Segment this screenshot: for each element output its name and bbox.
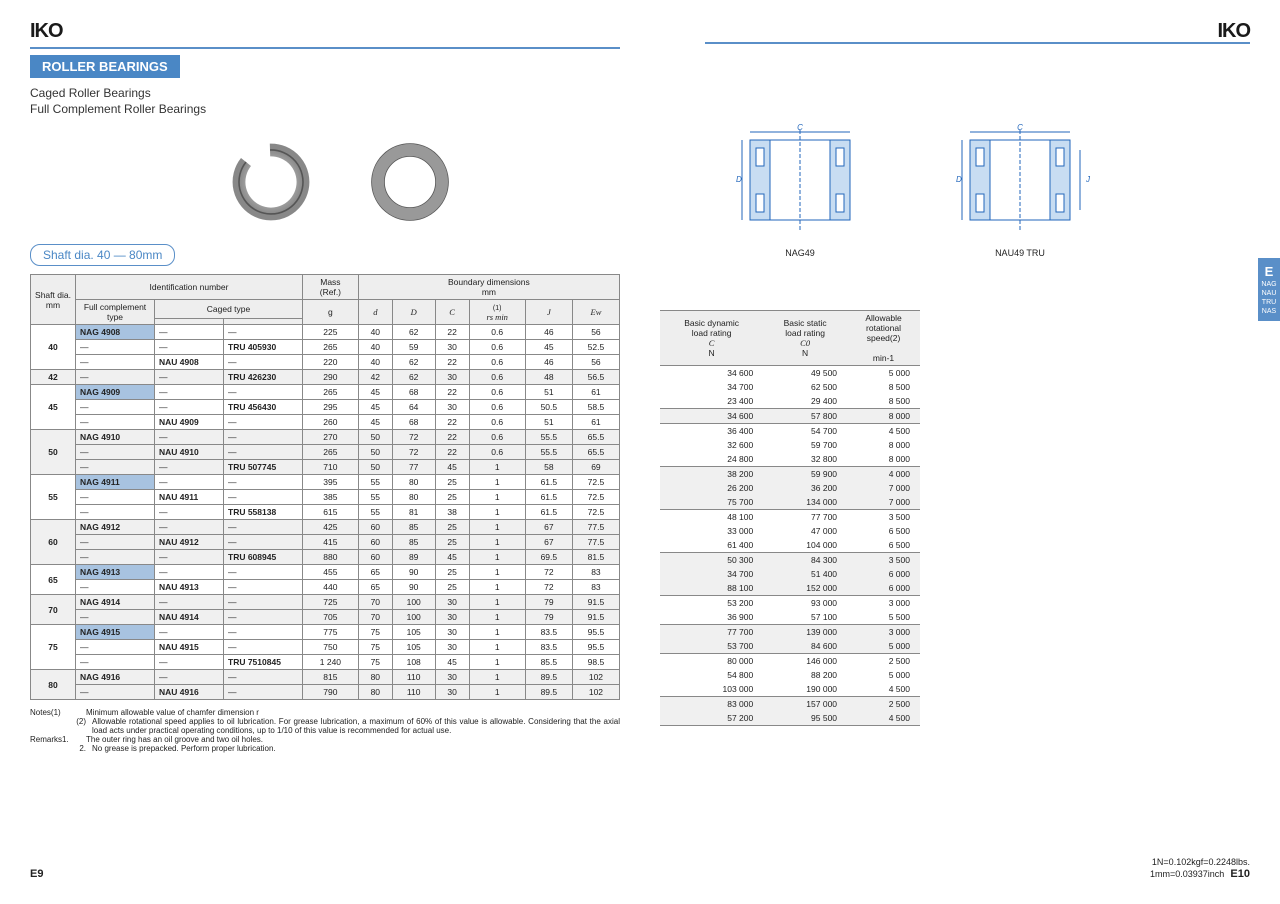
svg-text:J: J	[1085, 175, 1091, 184]
bearing-open-icon	[230, 142, 310, 222]
notes-block: Notes(1)Minimum allowable value of chamf…	[30, 708, 620, 753]
diagram-nag49: C D	[720, 120, 880, 240]
spec-table-right: Basic dynamic load ratingCN Basic static…	[660, 310, 920, 726]
side-tab: E NAG NAU TRU NAS	[1258, 258, 1280, 321]
shaft-range: Shaft dia. 40 — 80mm	[30, 244, 175, 266]
bearing-closed-icon	[370, 142, 450, 222]
logo-right: IKO	[1217, 20, 1250, 43]
spec-table-left: Shaft dia. mm Identification number Mass…	[30, 274, 620, 700]
subtitle-1: Caged Roller Bearings	[30, 86, 1250, 100]
logo-left: IKO	[30, 20, 1250, 43]
section-heading: ROLLER BEARINGS	[30, 55, 180, 78]
svg-text:D: D	[736, 175, 742, 184]
bearing-illustrations	[230, 142, 620, 222]
page-num-left: E9	[30, 868, 43, 880]
svg-text:C: C	[797, 123, 803, 132]
subtitle-2: Full Complement Roller Bearings	[30, 102, 1250, 116]
svg-text:C: C	[1017, 123, 1023, 132]
tech-drawings: C D NAG49	[720, 120, 1100, 258]
diagram-nau49-tru: C D J	[940, 120, 1100, 240]
page-num-right: 1N=0.102kgf=0.2248lbs. 1mm=0.03937inch E…	[1150, 856, 1250, 880]
svg-text:D: D	[956, 175, 962, 184]
